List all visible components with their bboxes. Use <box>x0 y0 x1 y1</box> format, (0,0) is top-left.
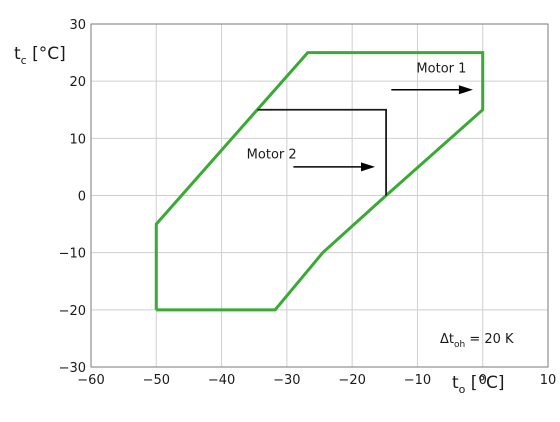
y-tick-label: −20 <box>59 304 86 319</box>
y-tick-label: 20 <box>69 75 86 90</box>
x-tick-label: −50 <box>143 373 170 388</box>
series-line-2 <box>257 108 387 196</box>
y-axis-subscript: c <box>21 54 27 67</box>
series-group <box>154 51 485 312</box>
annotations: Motor 1 Motor 2 <box>247 62 473 172</box>
grid <box>90 23 549 368</box>
annotation-arrow-head-1 <box>458 85 473 95</box>
x-axis-subscript: o <box>459 383 466 396</box>
y-tick-label: 30 <box>69 18 86 33</box>
x-axis-label: to [°C] <box>452 373 504 396</box>
note-suffix: = 20 K <box>465 332 514 347</box>
y-tick-label: 10 <box>69 132 86 147</box>
x-tick-labels: −60 −50 −40 −30 −20 −10 0 10 <box>77 373 556 388</box>
note-subscript: oh <box>454 340 465 350</box>
x-axis-unit: [°C] <box>465 373 504 393</box>
y-tick-label: −10 <box>59 247 86 262</box>
annotation-label-1: Motor 1 <box>416 62 466 77</box>
x-tick-label: −30 <box>273 373 300 388</box>
y-axis-symbol: t <box>14 44 21 64</box>
y-axis-unit: [°C] <box>27 44 66 64</box>
annotation-label-2: Motor 2 <box>247 147 297 162</box>
x-tick-label: −40 <box>208 373 235 388</box>
x-axis-symbol: t <box>452 373 459 393</box>
y-axis-label: tc [°C] <box>14 44 66 67</box>
series-line-1 <box>154 51 485 312</box>
x-tick-label: −20 <box>338 373 365 388</box>
note-prefix: Δt <box>440 332 454 347</box>
plot-frame <box>90 23 549 368</box>
x-tick-label: −10 <box>404 373 431 388</box>
x-tick-label: 0 <box>479 373 487 388</box>
y-tick-labels: −30 −20 −10 0 10 20 30 <box>59 18 86 376</box>
y-tick-label: 0 <box>78 190 86 205</box>
y-tick-label: −30 <box>59 361 86 376</box>
x-tick-label: 10 <box>540 373 557 388</box>
superheat-note: Δtoh = 20 K <box>440 332 514 350</box>
annotation-arrow-head-2 <box>360 162 375 172</box>
x-tick-label: −60 <box>77 373 104 388</box>
